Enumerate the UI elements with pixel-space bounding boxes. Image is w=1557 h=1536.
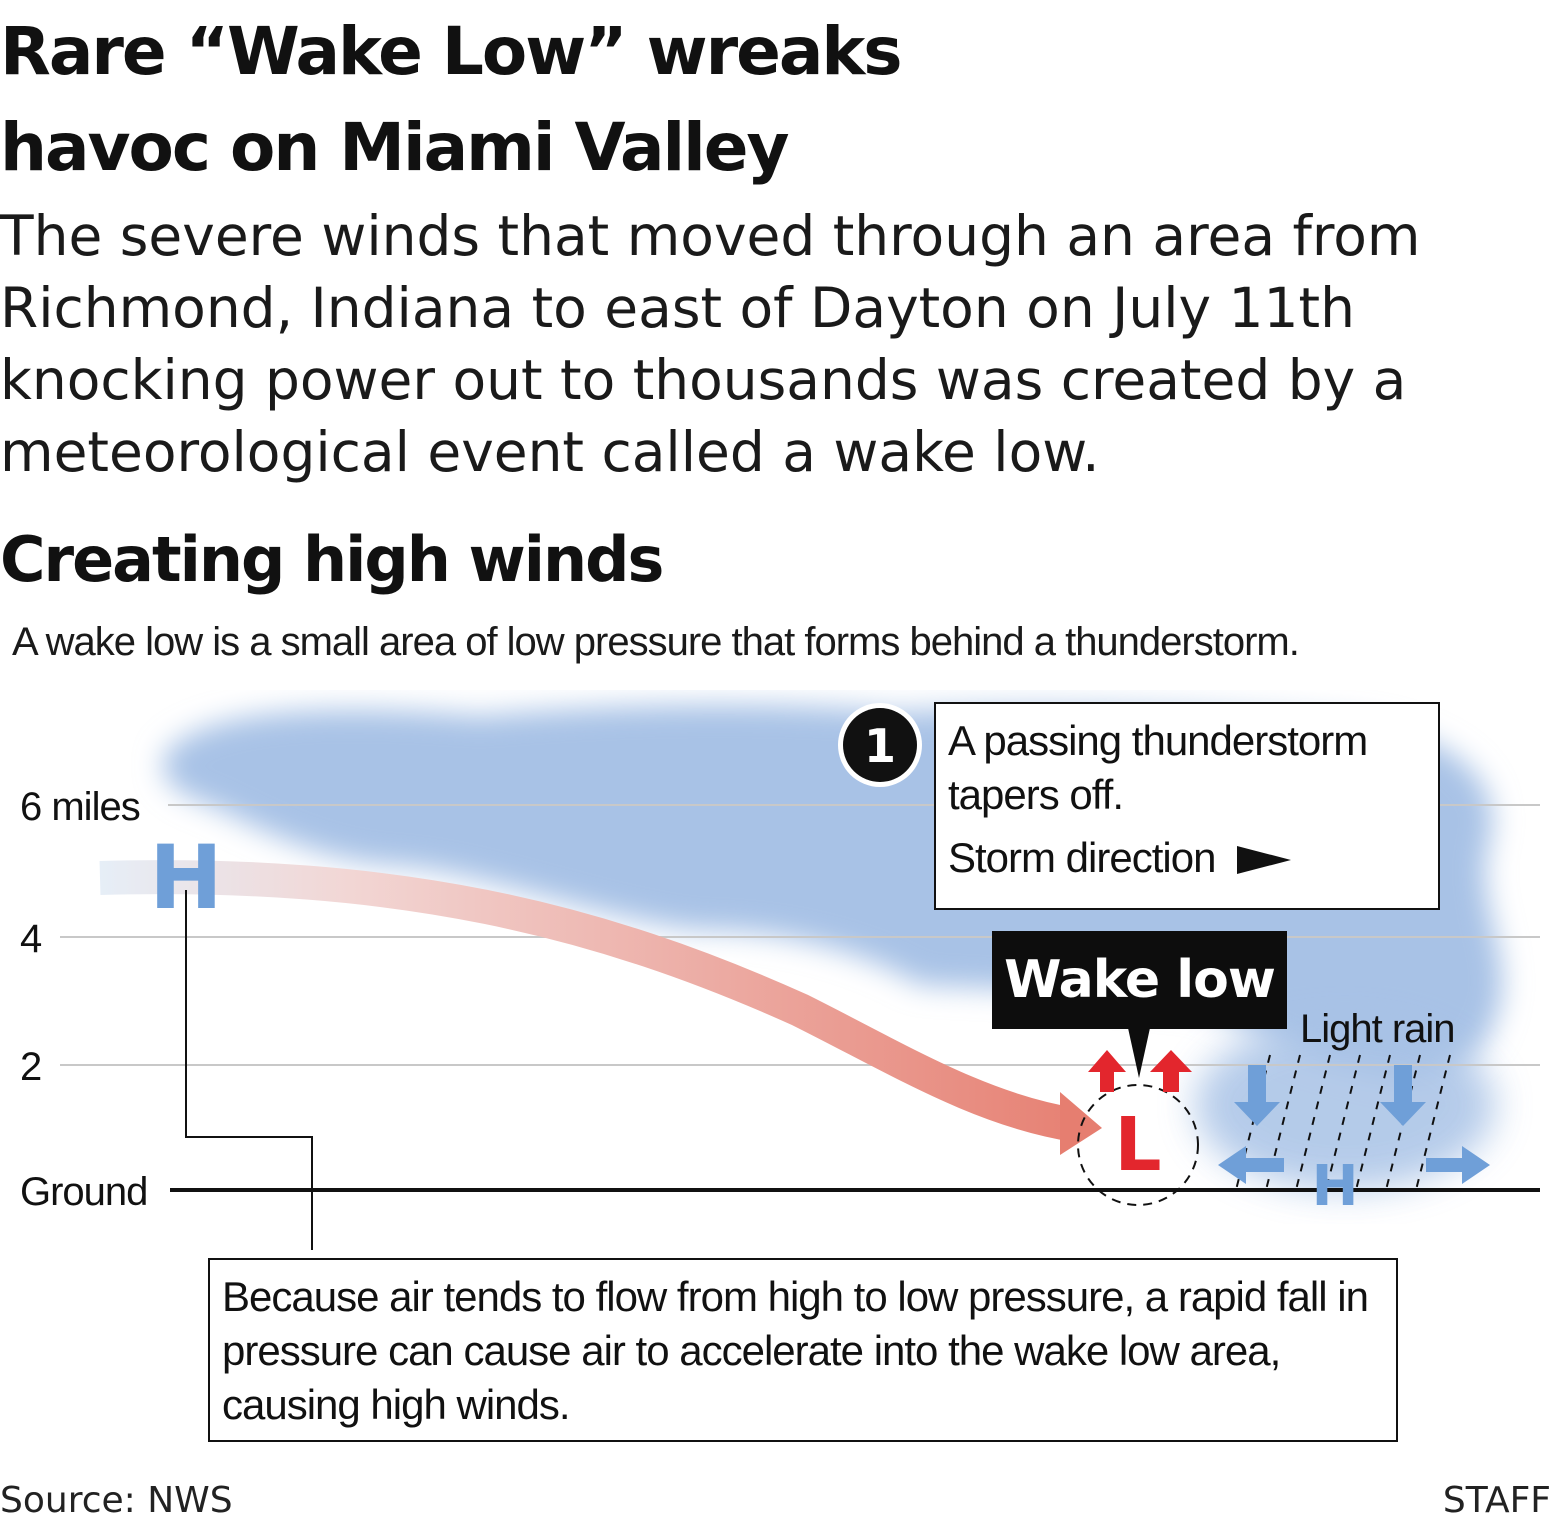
staff-credit: STAFF — [1442, 1480, 1551, 1521]
callout-leader-2 — [185, 890, 313, 1250]
rising-air-arrow-right — [1150, 1050, 1192, 1092]
step-1-badge: 1 — [838, 703, 922, 787]
axis-label-6mi: 6 miles — [20, 785, 140, 829]
storm-direction-row: Storm direction — [948, 830, 1426, 886]
rain-high-pressure-marker: H — [1312, 1154, 1359, 1219]
axis-label-4: 4 — [20, 917, 42, 961]
step-2-text: Because air tends to flow from high to l… — [222, 1273, 1369, 1428]
step-1-callout: A passing thunderstorm tapers off. Storm… — [934, 702, 1440, 910]
storm-direction-arrow-icon — [1237, 846, 1292, 874]
dek-paragraph: The severe winds that moved through an a… — [0, 204, 1421, 484]
wake-low-label: Wake low — [992, 931, 1287, 1029]
axis-label-2: 2 — [20, 1045, 42, 1089]
source-credit: Source: NWS — [0, 1480, 233, 1521]
step-2-callout: Because air tends to flow from high to l… — [208, 1258, 1398, 1442]
storm-direction-label: Storm direction — [948, 834, 1216, 881]
wake-low-center: L — [1077, 1028, 1199, 1206]
headline: Rare “Wake Low” wreaks havoc on Miami Va… — [0, 13, 903, 186]
step-1-line-2: tapers off. — [948, 771, 1124, 818]
low-pressure-marker: L — [1114, 1102, 1161, 1188]
intro-text: A wake low is a small area of low pressu… — [12, 620, 1300, 664]
step-1-line-1: A passing thunderstorm — [948, 717, 1368, 764]
downdraft-arrow-left — [1234, 1065, 1280, 1126]
wake-low-pointer — [1128, 1028, 1150, 1078]
rising-air-arrow-left — [1088, 1050, 1126, 1092]
svg-text:1: 1 — [864, 719, 896, 773]
axis-label-ground: Ground — [20, 1170, 147, 1214]
downdraft-arrow-right — [1380, 1065, 1426, 1126]
light-rain-label: Light rain — [1300, 1007, 1455, 1051]
outflow-arrow-left — [1218, 1146, 1284, 1184]
section-heading: Creating high winds — [0, 523, 664, 596]
light-rain-region: Light rain H — [1218, 1007, 1490, 1219]
outflow-arrow-right — [1426, 1146, 1490, 1184]
